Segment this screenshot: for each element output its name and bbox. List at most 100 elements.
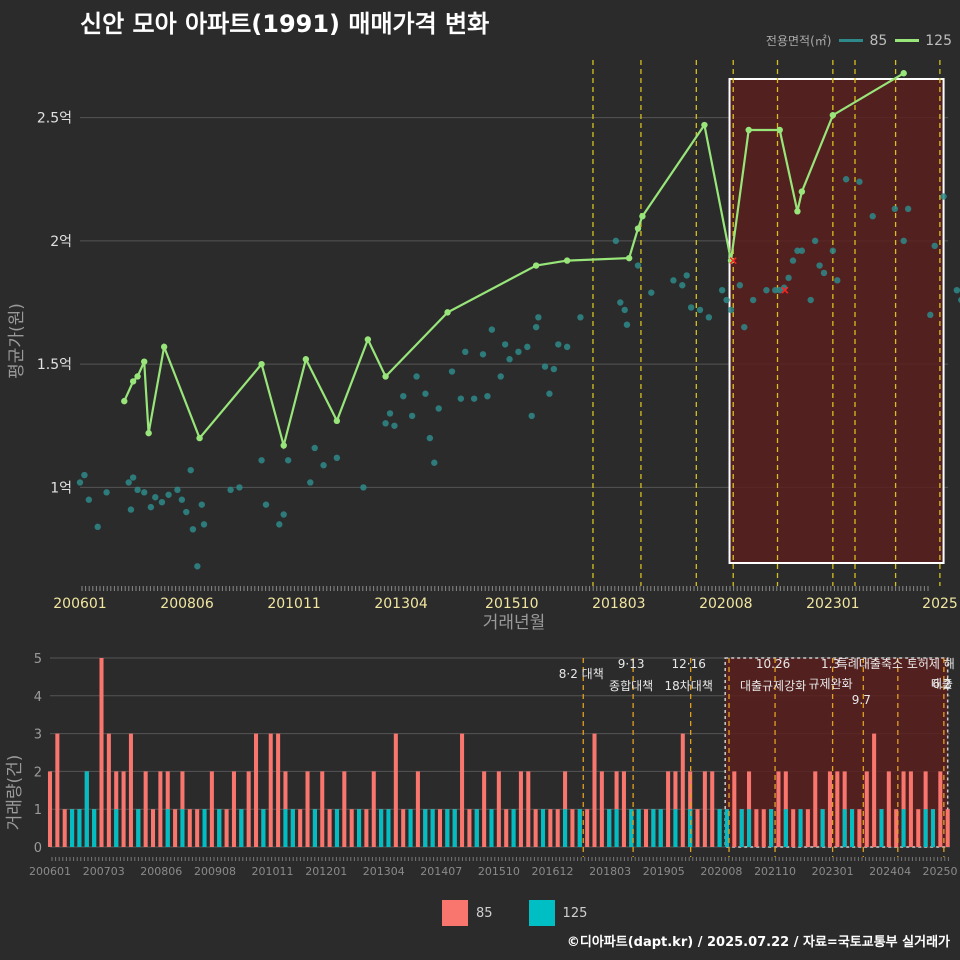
data-point-125 (364, 336, 372, 343)
data-point-85 (621, 306, 628, 314)
data-point-85 (200, 521, 208, 528)
bar-x-tick-label: 201905 (643, 865, 685, 878)
data-point-85 (165, 491, 172, 498)
bar-x-tick-label: 201612 (532, 865, 574, 878)
data-point-85 (900, 237, 907, 245)
policy-annotation: 9·13 (618, 657, 645, 671)
bar-y-tick-label: 0 (34, 841, 42, 856)
data-point-85 (528, 412, 535, 420)
data-point-85 (382, 420, 389, 427)
bar-125 (820, 809, 825, 847)
bar-y-tick-label: 3 (34, 728, 42, 743)
data-point-85 (772, 286, 779, 294)
bar-85 (680, 733, 685, 847)
bar-legend-label-125: 125 (562, 905, 588, 921)
data-point-85 (927, 311, 934, 319)
bar-125 (717, 809, 722, 847)
bar-85 (599, 771, 604, 847)
data-point-85 (577, 314, 584, 321)
data-point-85 (435, 405, 442, 412)
data-point-85 (280, 511, 287, 518)
bar-125 (423, 809, 428, 847)
data-point-85 (360, 484, 367, 491)
data-point-125 (900, 70, 907, 77)
bar-125 (312, 809, 317, 847)
bar-85 (791, 809, 796, 847)
data-point-125 (280, 442, 287, 449)
bar-125 (607, 809, 612, 847)
data-point-85 (426, 434, 434, 442)
data-point-85 (227, 486, 234, 494)
bar-85 (548, 809, 553, 847)
data-point-125 (129, 378, 137, 385)
bar-125 (430, 809, 435, 847)
data-point-85 (834, 277, 841, 284)
data-point-85 (85, 496, 93, 503)
data-point-85 (422, 390, 429, 397)
data-point-85 (723, 296, 730, 304)
bar-85 (857, 809, 862, 847)
bar-85 (518, 771, 523, 847)
bar-legend: 85 125 (442, 900, 587, 926)
bar-85 (187, 809, 192, 847)
bar-x-tick-label: 201304 (363, 865, 405, 878)
data-point-85 (141, 489, 148, 496)
data-point-125 (798, 188, 806, 195)
bar-85 (158, 771, 163, 847)
bar-85 (695, 809, 700, 847)
data-point-85 (555, 341, 562, 348)
data-point-85 (183, 508, 190, 516)
bar-85 (364, 809, 369, 847)
data-point-85 (741, 323, 748, 331)
volume-chart: 0 1 2 3 4 5 8·2 대책 9·13 종합대책 12·16 18차대책 10.26 대출규제강… (5, 652, 958, 878)
bar-85 (276, 733, 281, 847)
policy-annotation: 10.26 (756, 657, 790, 671)
data-point-85 (679, 282, 686, 289)
bar-125 (747, 809, 752, 847)
bar-y-tick-label: 5 (34, 652, 42, 667)
bar-125 (769, 809, 774, 847)
bar-125 (540, 809, 546, 847)
legend-title: 전용면적(㎡) (765, 34, 832, 48)
bar-125 (563, 809, 568, 847)
policy-annotation: 6.2 (932, 677, 951, 691)
bar-125 (445, 809, 450, 847)
bar-85 (437, 809, 443, 847)
bar-125 (452, 809, 457, 847)
data-point-125 (258, 360, 265, 368)
data-point-85 (408, 412, 416, 420)
bar-85 (327, 809, 332, 847)
data-point-85 (484, 392, 491, 400)
bar-125 (334, 809, 339, 847)
data-point-125 (302, 356, 310, 363)
data-point-85 (125, 479, 132, 486)
data-point-85 (158, 498, 166, 506)
data-point-85 (683, 272, 690, 279)
y-axis-title: 평균가(원) (7, 303, 27, 379)
data-point-85 (869, 213, 876, 220)
data-point-85 (705, 314, 713, 321)
bar-125 (239, 809, 244, 847)
data-point-85 (276, 521, 283, 528)
x-tick-label: 201803 (592, 596, 645, 612)
data-point-85 (262, 501, 270, 508)
data-point-125 (563, 257, 571, 264)
bar-125 (651, 809, 656, 847)
data-point-85 (194, 563, 201, 570)
data-point-85 (152, 494, 159, 501)
bar-85 (371, 771, 376, 847)
bar-125 (923, 809, 928, 847)
x-tick-label: 200601 (53, 596, 106, 612)
bar-125 (386, 809, 391, 847)
data-point-85 (391, 422, 398, 429)
data-point-85 (535, 314, 542, 321)
data-point-85 (515, 348, 522, 356)
bar-x-tick-label: 202110 (754, 865, 796, 878)
y-tick-label: 2.5억 (37, 111, 72, 127)
data-point-125 (382, 373, 389, 380)
bar-85 (732, 771, 737, 847)
legend-item-85: 85 (839, 33, 887, 49)
bar-85 (62, 809, 67, 847)
bar-85 (872, 733, 877, 847)
bar-85 (224, 809, 229, 847)
